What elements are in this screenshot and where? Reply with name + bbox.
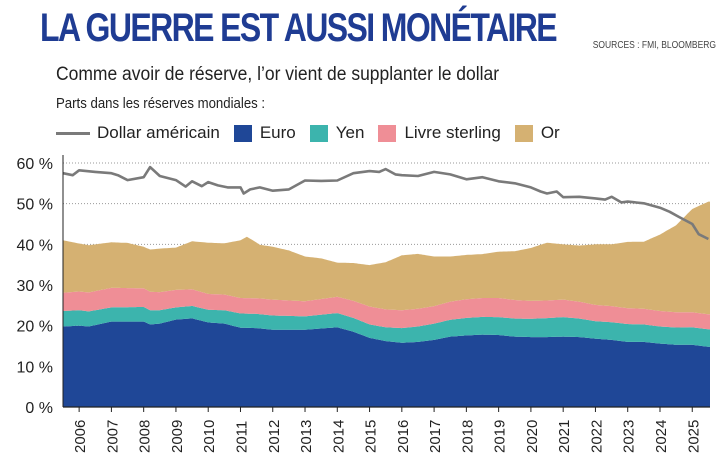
x-tick-label: 2018 bbox=[459, 420, 476, 453]
legend-item-yen: Yen bbox=[309, 123, 365, 143]
x-tick-label: 2009 bbox=[169, 420, 186, 453]
x-tick-label: 2023 bbox=[621, 420, 638, 453]
legend-item-sterling: Livre sterling bbox=[378, 123, 501, 143]
y-tick-label: 20 % bbox=[17, 319, 53, 336]
x-tick-label: 2022 bbox=[588, 420, 605, 453]
legend-item-euro: Euro bbox=[233, 123, 296, 143]
x-tick-label: 2025 bbox=[685, 420, 702, 453]
legend-label-yen: Yen bbox=[335, 123, 365, 142]
page-title: LA GUERRE EST AUSSI MONÉTAIRE bbox=[40, 6, 558, 50]
legend-swatch-euro bbox=[233, 124, 252, 142]
subtitle: Comme avoir de réserve, l’or vient de su… bbox=[56, 64, 500, 85]
area-sterling bbox=[63, 287, 710, 330]
x-tick-label: 2017 bbox=[427, 420, 444, 453]
legend-label-euro: Euro bbox=[259, 123, 296, 142]
legend-label-sterling: Livre sterling bbox=[404, 123, 501, 142]
legend-swatch-sterling bbox=[378, 124, 397, 142]
legend-swatch-or bbox=[514, 124, 533, 142]
legend-item-dollar: Dollar américain bbox=[56, 123, 220, 143]
x-tick-label: 2013 bbox=[298, 420, 315, 453]
x-tick-label: 2020 bbox=[524, 420, 541, 453]
y-tick-label: 50 % bbox=[17, 197, 53, 214]
x-tick-label: 2008 bbox=[137, 420, 154, 453]
area-or bbox=[63, 201, 710, 315]
legend-item-or: Or bbox=[514, 123, 560, 143]
x-tick-label: 2012 bbox=[266, 420, 283, 453]
area-yen bbox=[63, 305, 710, 347]
x-tick-label: 2016 bbox=[395, 420, 412, 453]
area-euro bbox=[63, 318, 710, 407]
y-tick-label: 10 % bbox=[17, 359, 53, 376]
x-tick-label: 2014 bbox=[330, 420, 347, 453]
y-tick-label: 40 % bbox=[17, 237, 53, 254]
y-tick-label: 0 % bbox=[25, 400, 53, 417]
x-tick-label: 2015 bbox=[363, 420, 380, 453]
legend-line-dollar bbox=[56, 131, 90, 135]
unit-label: Parts dans les réserves mondiales : bbox=[56, 95, 266, 112]
line-dollar bbox=[62, 165, 709, 241]
x-tick-label: 2006 bbox=[72, 420, 89, 453]
y-tick-label: 60 % bbox=[17, 156, 53, 173]
x-tick-label: 2010 bbox=[201, 420, 218, 453]
legend-label-or: Or bbox=[540, 123, 560, 142]
legend-swatch-yen bbox=[309, 124, 328, 142]
x-tick-label: 2019 bbox=[492, 420, 509, 453]
x-tick-label: 2007 bbox=[104, 420, 121, 453]
sources-note: SOURCES : FMI, BLOOMBERG bbox=[592, 40, 716, 51]
legend-label-dollar: Dollar américain bbox=[97, 123, 220, 142]
x-tick-label: 2011 bbox=[233, 421, 250, 453]
y-tick-label: 30 % bbox=[17, 278, 53, 295]
legend: Dollar américain Euro Yen Livre sterling… bbox=[56, 121, 574, 145]
x-tick-label: 2024 bbox=[653, 420, 670, 453]
x-tick-label: 2021 bbox=[556, 420, 573, 453]
